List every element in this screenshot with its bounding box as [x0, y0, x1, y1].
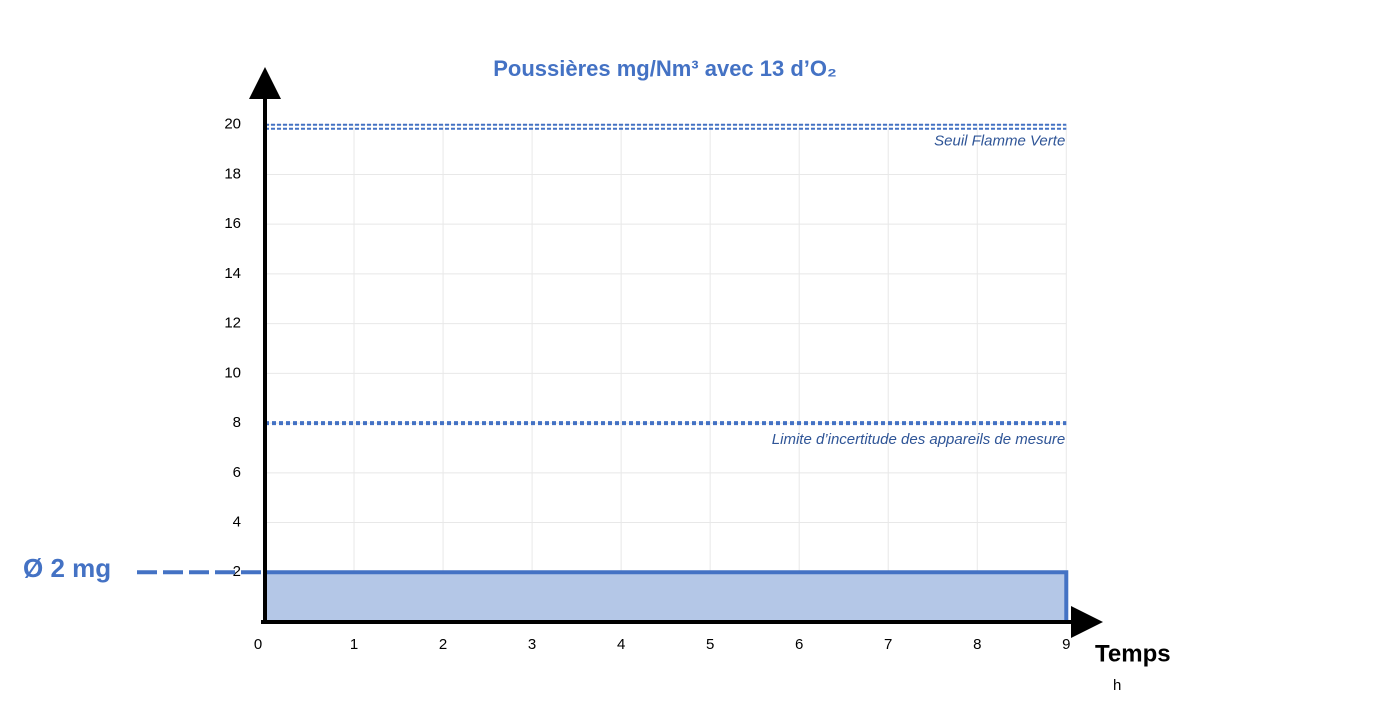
y-tick-label: 4	[233, 514, 241, 531]
reference-label: Seuil Flamme Verte	[934, 133, 1065, 150]
y-tick-label: 12	[224, 315, 241, 332]
area	[263, 570, 1069, 624]
x-tick-label: 5	[706, 636, 714, 653]
x-axis-unit: h	[1113, 677, 1121, 694]
x-tick-label: 0	[254, 636, 262, 653]
x-axis-label: Temps	[1095, 640, 1171, 667]
y-tick-label: 16	[224, 215, 241, 232]
annotation-label: Ø 2 mg	[23, 553, 111, 583]
x-tick-label: 8	[973, 636, 981, 653]
x-tick-label: 2	[439, 636, 447, 653]
y-tick-label: 6	[233, 464, 241, 481]
y-tick-label: 18	[224, 165, 241, 182]
x-tick-label: 1	[350, 636, 358, 653]
x-tick-label: 6	[795, 636, 803, 653]
y-tick-label: 20	[224, 116, 241, 133]
x-tick-label: 9	[1062, 636, 1070, 653]
chart-title: Poussières mg/Nm³ avec 13 d’O₂	[493, 56, 837, 81]
x-tick-label: 3	[528, 636, 536, 653]
y-tick-label: 8	[233, 414, 241, 431]
y-tick-label: 10	[224, 364, 241, 381]
y-tick-label: 14	[224, 265, 241, 282]
x-tick-label: 4	[617, 636, 625, 653]
x-tick-label: 7	[884, 636, 892, 653]
y-tick-label: 2	[233, 563, 241, 580]
reference-label: Limite d’incertitude des appareils de me…	[772, 431, 1066, 448]
